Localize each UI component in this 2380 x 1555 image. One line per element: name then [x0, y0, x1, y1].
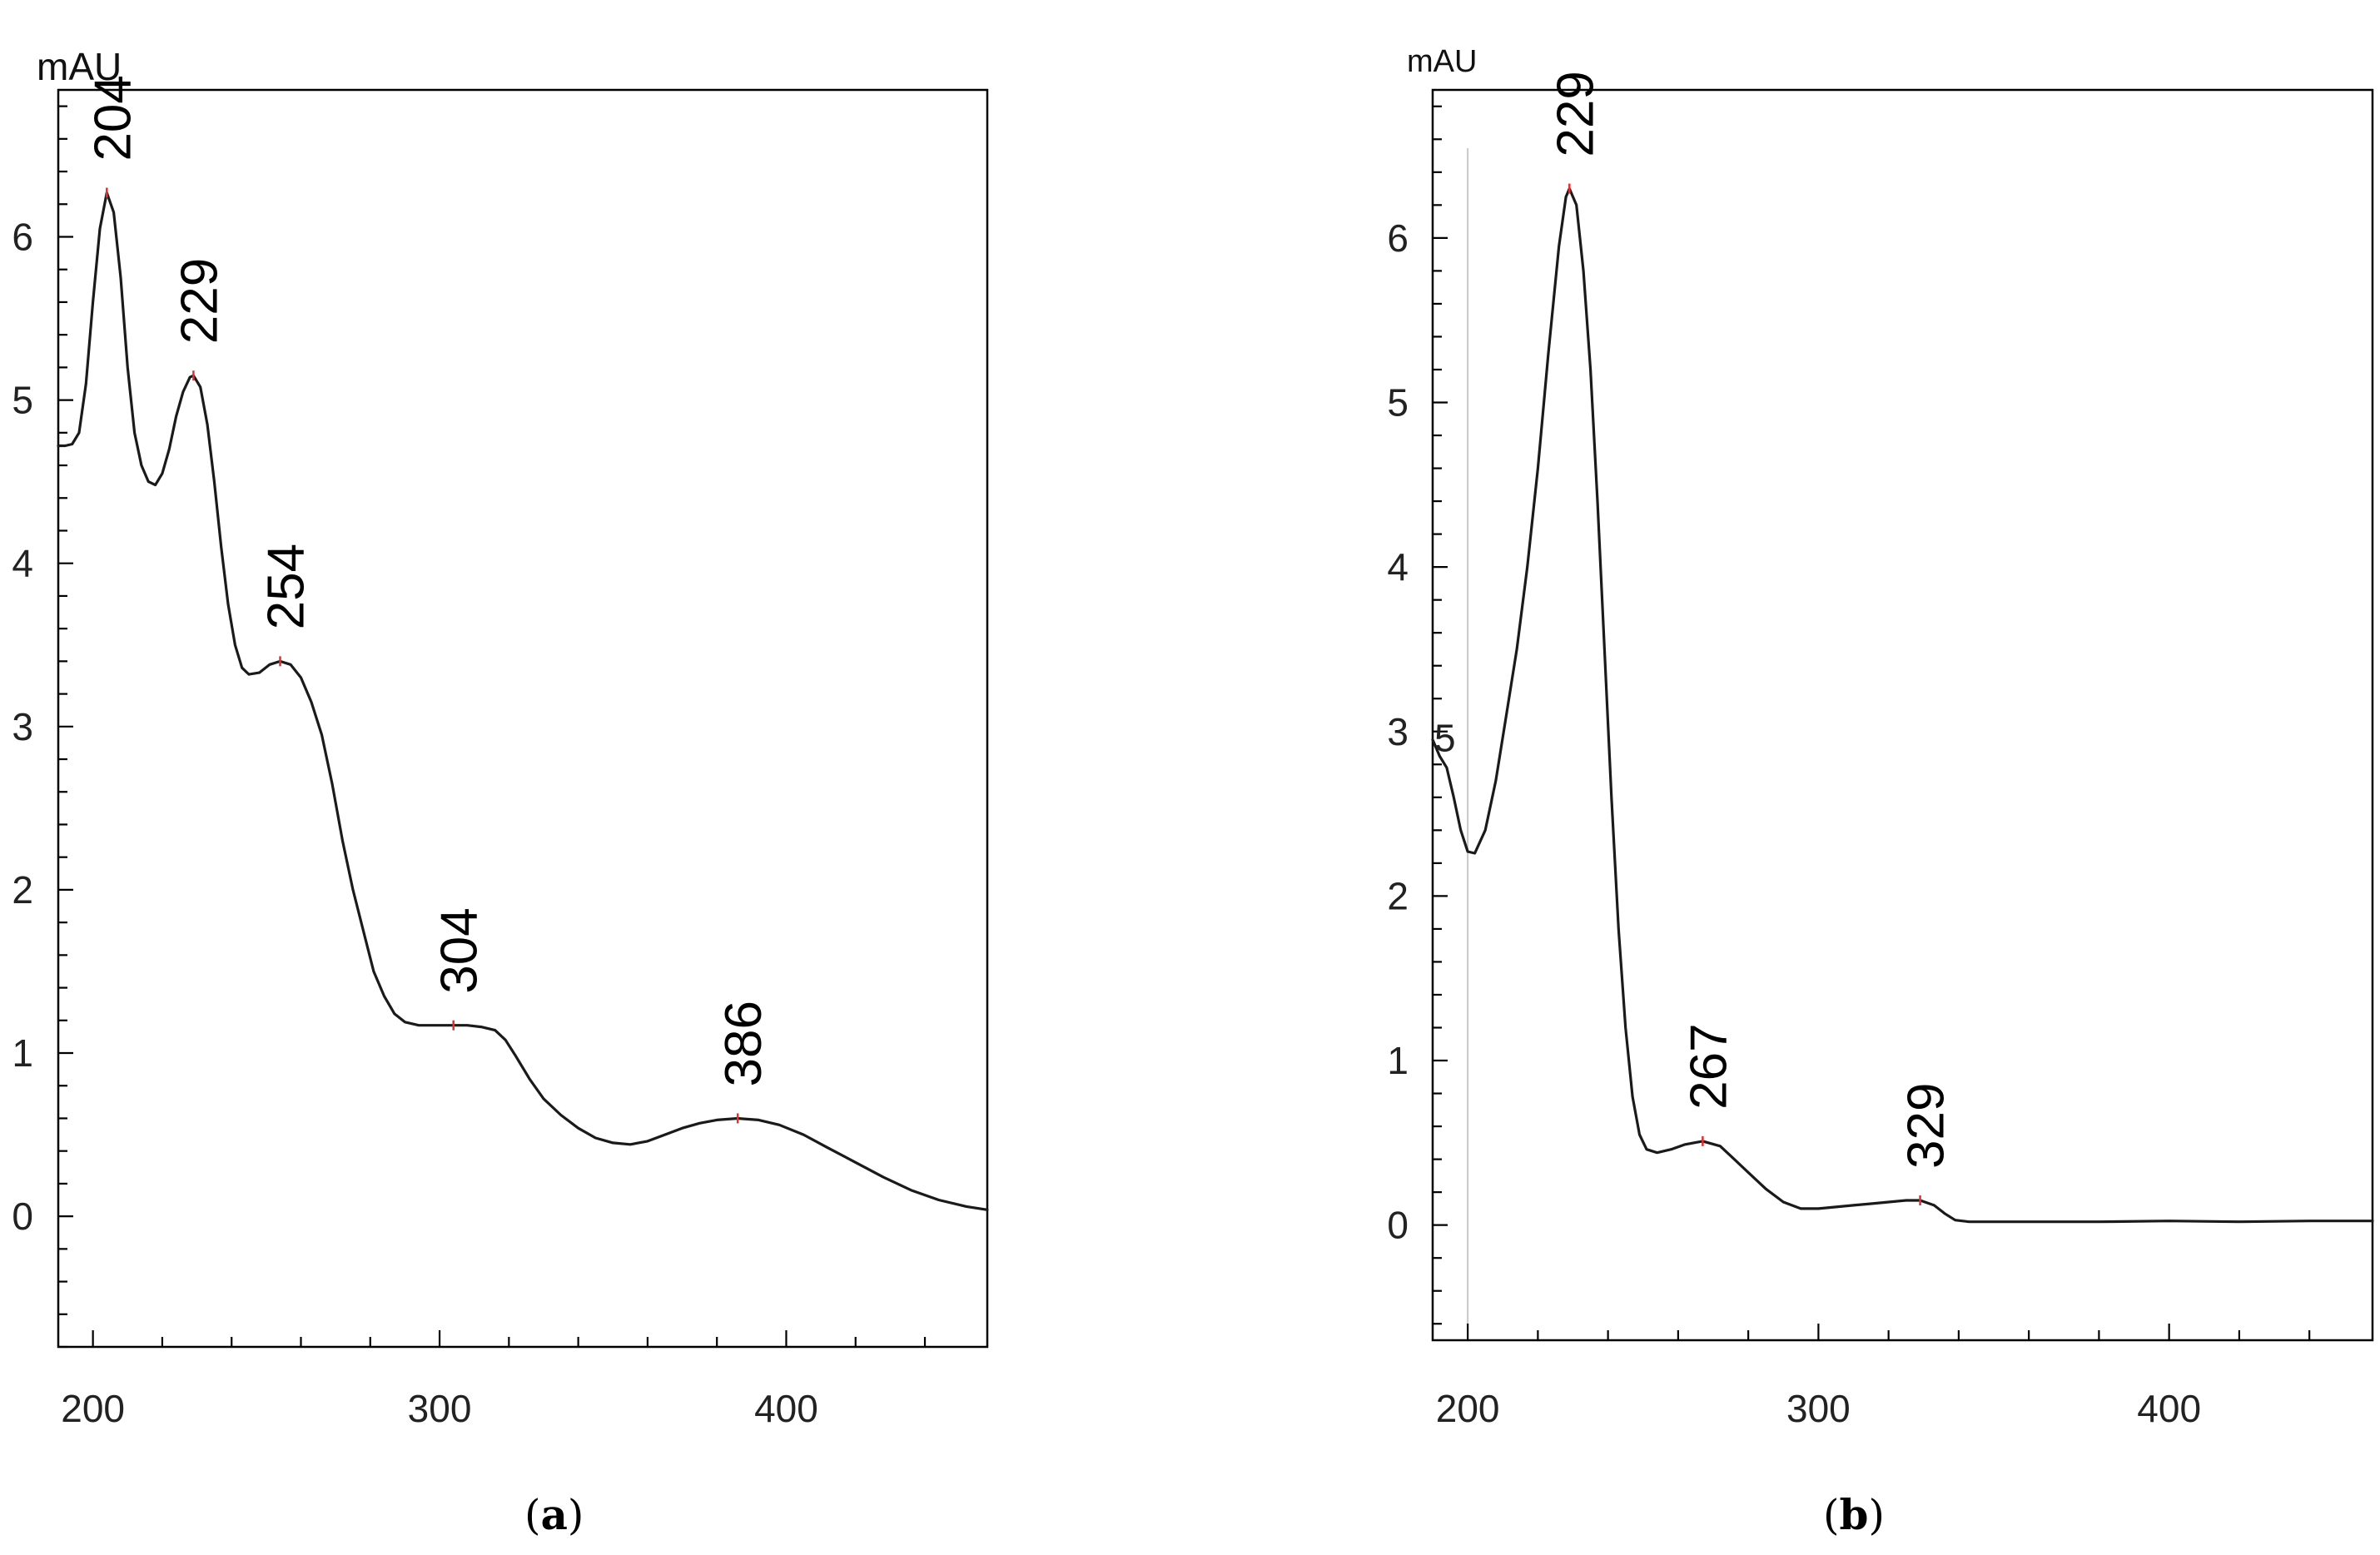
chart-b-x-tick-label: 200	[1436, 1387, 1500, 1430]
caption-a: (a)	[524, 1490, 584, 1539]
chart-b-y-tick-label: 6	[1387, 216, 1409, 260]
chart-a-y-tick-label: 0	[12, 1195, 33, 1238]
chart-a-x-tick-label: 200	[61, 1387, 125, 1430]
chart-a-peak-label: 304	[431, 907, 489, 993]
chart-panel-b: 0 1 2 3 4 5 6 200 300 400 mAU 229 267 329 5	[1387, 44, 2374, 1430]
chart-b-peak-label: 267	[1680, 1023, 1737, 1109]
chart-b-y-tick-label: 5	[1387, 381, 1409, 425]
chart-a-peak-label: 254	[258, 544, 316, 629]
chart-b-y-tick-label: 1	[1387, 1039, 1409, 1082]
chart-a-y-tick-label: 5	[12, 379, 33, 422]
chart-b-cut-off-label: 5	[1434, 717, 1456, 760]
chart-a-y-tick-label: 6	[12, 215, 33, 258]
chart-a-y-tick-label: 3	[12, 705, 33, 748]
chart-b-y-tick-label: 2	[1387, 874, 1409, 917]
chart-b-y-unit-label: mAU	[1407, 44, 1477, 79]
caption-b: (b)	[1823, 1490, 1885, 1539]
chart-a-y-unit-label: mAU	[37, 45, 122, 88]
chart-a-peak-label: 386	[715, 1001, 773, 1086]
chart-a-peak-label: 229	[171, 258, 228, 344]
chart-a-plot-frame	[57, 88, 989, 1349]
chart-b-x-tick-label: 400	[2137, 1387, 2201, 1430]
chart-b-peak-label: 329	[1898, 1083, 1955, 1169]
chart-b-y-tick-label: 4	[1387, 545, 1409, 589]
chart-a-y-tick-label: 4	[12, 542, 33, 585]
chart-b-series-line	[1431, 187, 2374, 1224]
chart-a-y-tick-label: 2	[12, 868, 33, 912]
chart-b-y-tick-label: 0	[1387, 1204, 1409, 1247]
chart-b-x-tick-label: 300	[1786, 1387, 1851, 1430]
chart-a-series-line	[57, 191, 989, 1211]
chart-a-x-tick-label: 400	[754, 1387, 818, 1430]
chart-a-x-tick-label: 300	[408, 1387, 472, 1430]
chart-a-peak-label: 204	[84, 75, 142, 161]
chart-b-peak-label: 229	[1547, 71, 1604, 156]
chart-a-y-tick-label: 1	[12, 1031, 33, 1075]
chart-b-plot-frame	[1431, 88, 2374, 1342]
chart-b-y-tick-label: 3	[1387, 710, 1409, 753]
